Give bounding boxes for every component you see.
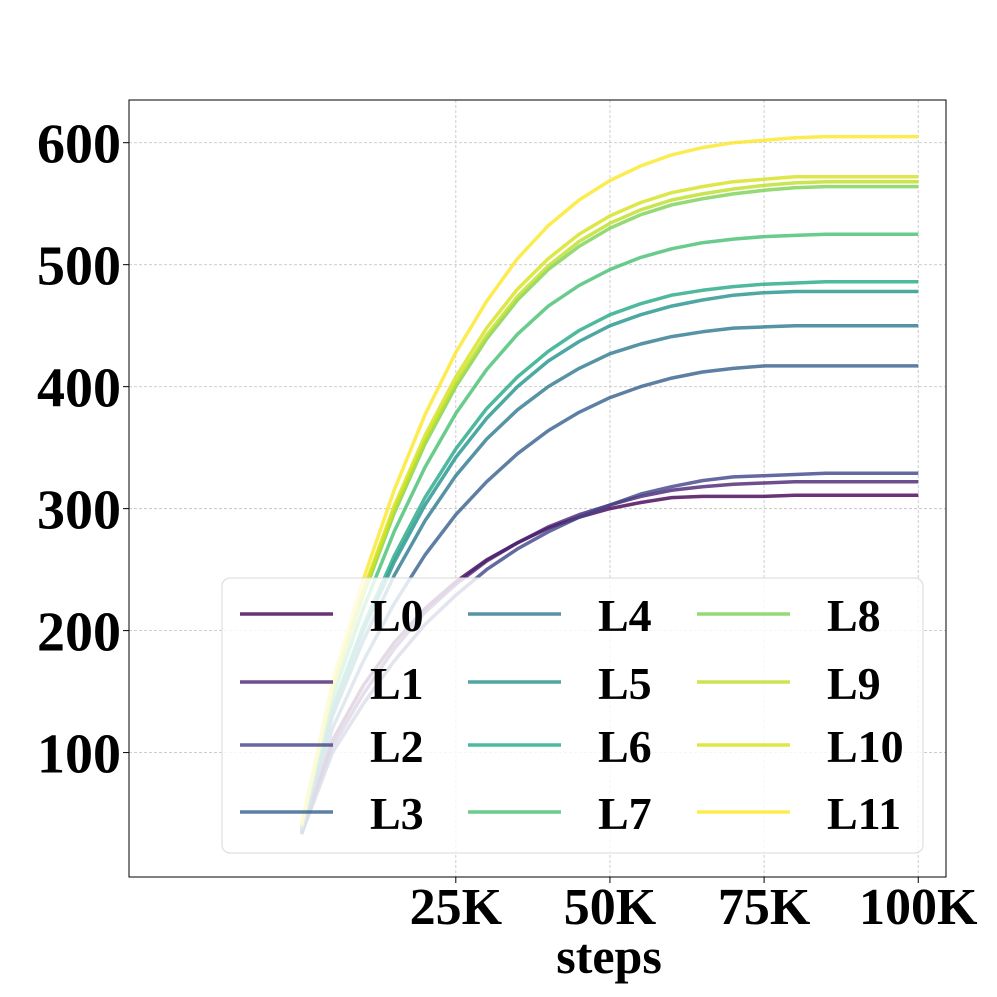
- legend-label-l9: L9: [827, 658, 881, 709]
- legend-label-l2: L2: [370, 721, 424, 772]
- x-tick-label: 100K: [859, 879, 978, 936]
- legend-label-l11: L11: [827, 788, 901, 839]
- y-tick-label: 200: [37, 602, 121, 664]
- series-line-l10: [299, 175, 919, 825]
- legend-label-l8: L8: [827, 590, 881, 641]
- legend-label-l1: L1: [370, 658, 424, 709]
- x-axis-ticks: 25K 50K 75K 100K: [410, 877, 978, 936]
- legend-label-l4: L4: [598, 590, 652, 641]
- y-tick-label: 100: [37, 724, 121, 786]
- x-tick-label: 25K: [410, 879, 503, 936]
- x-axis-title: steps: [556, 928, 662, 984]
- legend: L0 L1 L2 L3 L4 L5 L6 L7 L8 L9 L10 L11: [221, 577, 924, 854]
- x-tick-label: 50K: [564, 879, 657, 936]
- legend-label-l7: L7: [598, 788, 652, 839]
- plot-frame: [128, 99, 947, 878]
- y-tick-label: 600: [37, 114, 121, 176]
- x-tick-label: 75K: [718, 879, 811, 936]
- legend-box: [221, 577, 924, 854]
- y-tick-label: 300: [37, 480, 121, 542]
- legend-label-l0: L0: [370, 590, 424, 641]
- legend-label-l10: L10: [827, 721, 904, 772]
- legend-label-l5: L5: [598, 658, 652, 709]
- series-line-l11: [299, 134, 919, 824]
- y-axis-ticks: 100 200 300 400 500 600: [37, 114, 129, 786]
- legend-label-l6: L6: [598, 721, 652, 772]
- legend-label-l3: L3: [370, 788, 424, 839]
- y-tick-label: 400: [37, 358, 121, 420]
- series-line-l7: [299, 232, 919, 828]
- y-tick-label: 500: [37, 236, 121, 298]
